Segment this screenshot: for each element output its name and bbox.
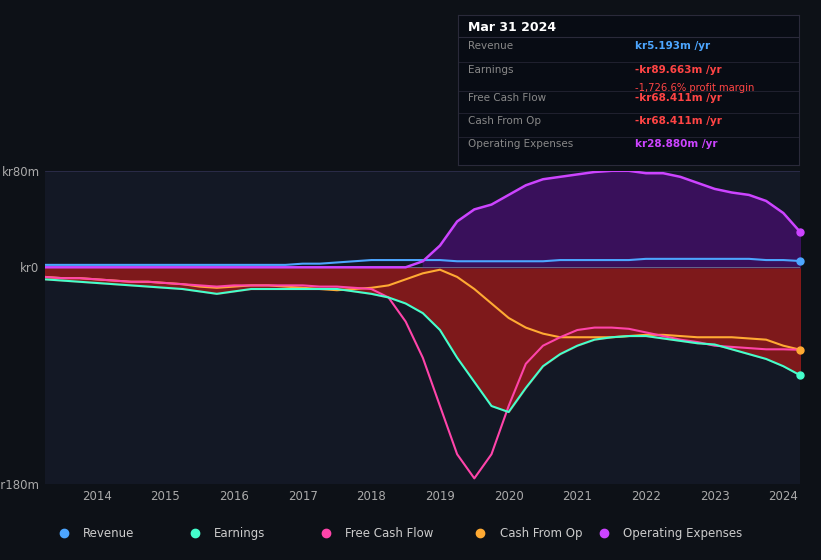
Text: Cash From Op: Cash From Op: [500, 527, 582, 540]
Text: -kr89.663m /yr: -kr89.663m /yr: [635, 64, 722, 74]
Text: Free Cash Flow: Free Cash Flow: [346, 527, 433, 540]
Text: Revenue: Revenue: [468, 41, 513, 52]
Text: Earnings: Earnings: [214, 527, 265, 540]
Text: kr28.880m /yr: kr28.880m /yr: [635, 139, 718, 149]
Text: -kr68.411m /yr: -kr68.411m /yr: [635, 93, 722, 103]
Text: Mar 31 2024: Mar 31 2024: [468, 21, 557, 34]
Text: Cash From Op: Cash From Op: [468, 116, 541, 125]
Text: kr5.193m /yr: kr5.193m /yr: [635, 41, 710, 52]
Text: Revenue: Revenue: [83, 527, 135, 540]
Text: Earnings: Earnings: [468, 64, 514, 74]
Text: Free Cash Flow: Free Cash Flow: [468, 93, 547, 103]
Text: -1,726.6% profit margin: -1,726.6% profit margin: [635, 83, 754, 92]
Text: -kr68.411m /yr: -kr68.411m /yr: [635, 116, 722, 125]
Text: Operating Expenses: Operating Expenses: [468, 139, 574, 149]
Text: Operating Expenses: Operating Expenses: [623, 527, 742, 540]
